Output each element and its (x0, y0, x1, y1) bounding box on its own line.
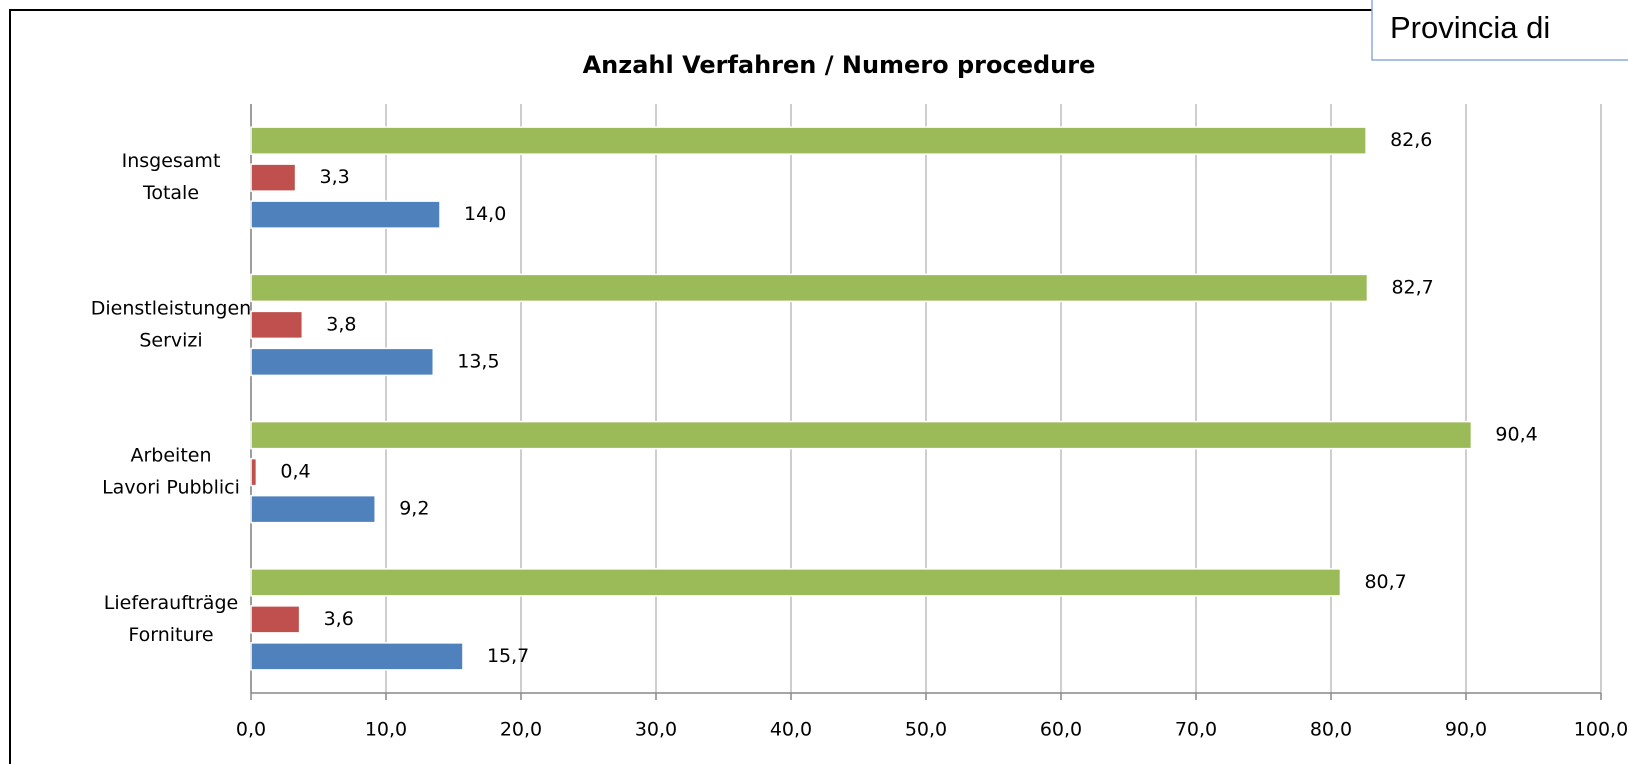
chart-title: Anzahl Verfahren / Numero procedure (583, 51, 1096, 79)
bar (250, 642, 464, 671)
bar (250, 457, 258, 487)
value-label: 0,4 (280, 461, 310, 483)
x-tick-label: 60,0 (1040, 719, 1082, 741)
y-tick-label: Lavori Pubblici (102, 477, 240, 499)
bar (250, 310, 304, 340)
value-label: 3,6 (324, 608, 354, 630)
x-tick-label: 70,0 (1175, 719, 1217, 741)
value-label: 3,8 (326, 313, 356, 335)
x-tick-label: 80,0 (1310, 719, 1352, 741)
value-label: 13,5 (457, 350, 499, 372)
value-label: 9,2 (399, 498, 429, 520)
value-label: 3,3 (320, 166, 350, 188)
bar (250, 494, 376, 524)
value-label: 15,7 (487, 645, 529, 667)
y-tick-label: Servizi (139, 329, 202, 351)
x-tick-label: 100,0 (1574, 719, 1628, 741)
bar (250, 605, 301, 634)
overlay-text: Provincia di (1390, 10, 1550, 45)
bar (250, 163, 297, 192)
x-tick-label: 50,0 (905, 719, 947, 741)
value-label: 80,7 (1364, 571, 1406, 593)
value-label: 82,7 (1391, 276, 1433, 298)
value-label: 82,6 (1390, 129, 1432, 151)
y-tick-label: Insgesamt (122, 150, 221, 172)
x-tick-label: 10,0 (365, 719, 407, 741)
y-tick-label: Lieferaufträge (104, 592, 238, 614)
y-tick-label: Totale (142, 182, 199, 204)
y-tick-label: Arbeiten (130, 445, 211, 467)
overlay-box (1371, 0, 1628, 61)
x-tick-label: 0,0 (236, 719, 266, 741)
x-tick-label: 40,0 (770, 719, 812, 741)
value-label: 90,4 (1495, 424, 1537, 446)
bar (250, 126, 1367, 155)
x-tick-label: 90,0 (1445, 719, 1487, 741)
bar (250, 273, 1369, 303)
value-label: 14,0 (464, 203, 506, 225)
x-tick-label: 30,0 (635, 719, 677, 741)
bar (250, 420, 1473, 450)
bar (250, 347, 434, 377)
x-tick-label: 20,0 (500, 719, 542, 741)
y-tick-label: Dienstleistungen (91, 297, 251, 319)
y-tick-label: Forniture (128, 624, 213, 646)
bar (250, 200, 441, 229)
bar (250, 568, 1342, 597)
